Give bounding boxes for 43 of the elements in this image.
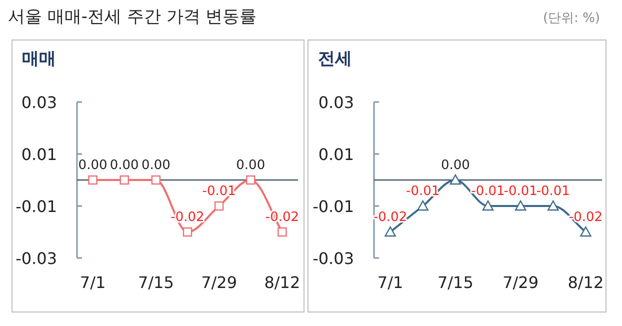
point <box>580 226 592 237</box>
data-label: -0.01 <box>471 184 505 199</box>
x-tick-label: 7/29 <box>201 273 238 292</box>
y-tick-label: 0.03 <box>21 93 57 112</box>
y-tick-label: -0.03 <box>312 249 354 268</box>
chart-subtitle: 매매 <box>22 49 56 69</box>
point <box>214 201 224 211</box>
chart-title: 서울 매매-전세 주간 가격 변동률 <box>8 7 257 27</box>
text: (단위: %) <box>542 11 600 26</box>
point <box>182 227 192 237</box>
y-tick-label: 0.01 <box>318 145 354 164</box>
point <box>246 175 256 185</box>
chart-title: 전세 <box>318 49 352 69</box>
x-tick-label: 7/1 <box>377 273 404 292</box>
point <box>151 175 161 185</box>
point <box>548 200 559 211</box>
x-tick-label: 7/29 <box>502 273 539 292</box>
point <box>120 175 129 185</box>
point <box>450 174 462 185</box>
data-label: 0.00 <box>110 158 139 173</box>
data-label: 0.00 <box>236 158 266 173</box>
point <box>417 200 428 211</box>
data-label: 0.00 <box>141 158 170 173</box>
y-tick-label: -0.03 <box>16 249 57 268</box>
data-label: -0.01 <box>504 184 538 199</box>
x-tick-label: 7/15 <box>437 273 474 292</box>
x-tick-label: 7/1 <box>80 273 106 292</box>
y-tick-label: -0.01 <box>312 197 354 216</box>
x-tick-label: 8/12 <box>568 273 604 292</box>
point <box>88 175 98 185</box>
point <box>384 226 396 237</box>
y-tick-label: 0.01 <box>21 145 57 164</box>
point <box>278 227 287 237</box>
data-label: 0.00 <box>78 158 108 173</box>
data-label: -0.01 <box>536 184 570 199</box>
point <box>482 200 494 211</box>
y-tick-label: 0.03 <box>318 93 354 112</box>
x-tick-label: 7/15 <box>138 273 174 292</box>
point <box>514 200 526 211</box>
x-tick-label: 8/12 <box>264 273 300 292</box>
data-label: 0.00 <box>440 158 470 173</box>
y-tick-label: -0.01 <box>16 197 57 216</box>
data-label: -0.01 <box>406 184 440 199</box>
